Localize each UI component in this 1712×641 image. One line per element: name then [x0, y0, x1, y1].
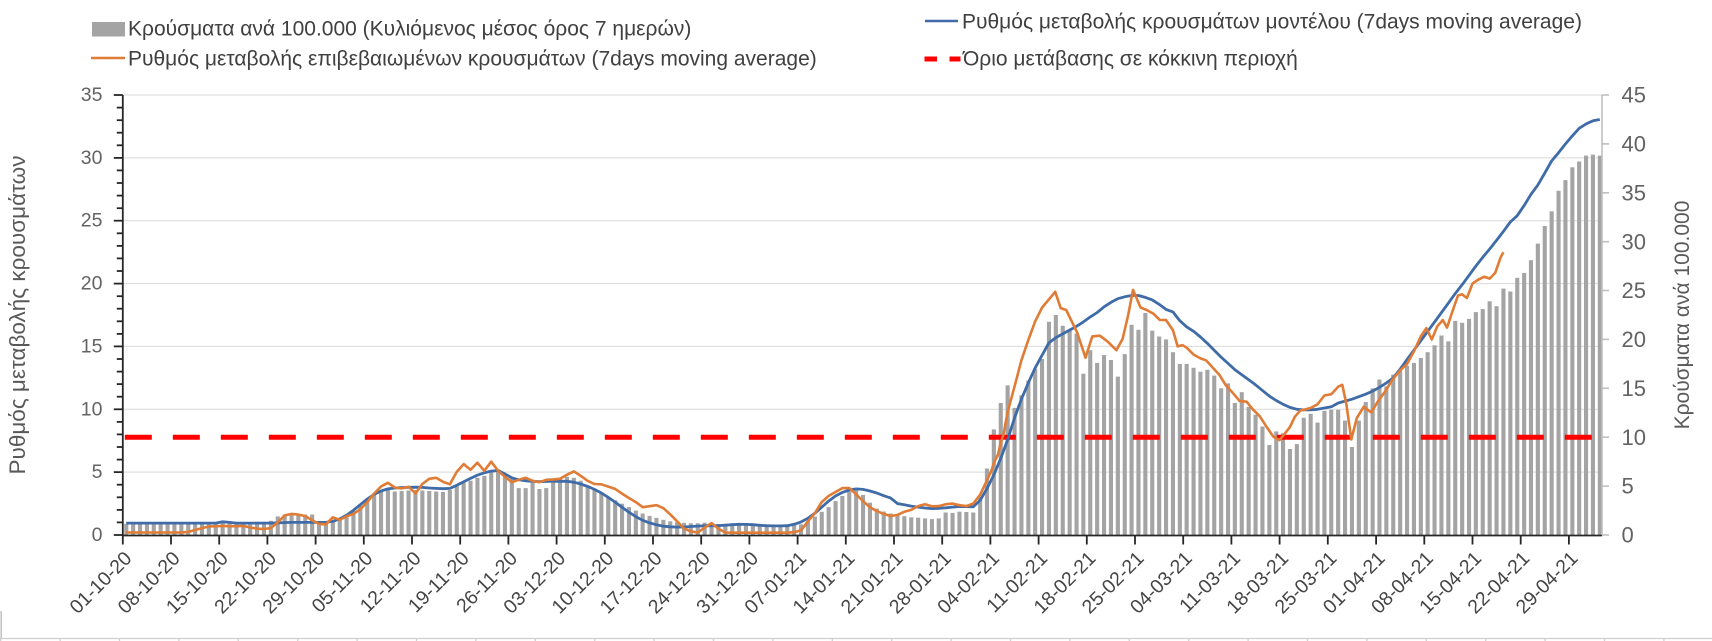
svg-text:35: 35 [81, 84, 103, 106]
svg-text:0: 0 [92, 524, 103, 546]
svg-text:45: 45 [1622, 83, 1646, 108]
svg-text:35: 35 [1622, 180, 1646, 205]
svg-text:5: 5 [92, 461, 103, 483]
svg-text:0: 0 [1622, 523, 1634, 548]
svg-text:5: 5 [1622, 474, 1634, 499]
svg-text:10: 10 [1622, 425, 1646, 450]
svg-text:15: 15 [81, 335, 103, 357]
svg-text:Ρυθμός μεταβολής επιβεβαιωμένω: Ρυθμός μεταβολής επιβεβαιωμένων κρουσμάτ… [128, 48, 817, 71]
svg-text:30: 30 [81, 147, 103, 169]
svg-text:25: 25 [1622, 278, 1646, 303]
svg-text:15: 15 [1622, 376, 1646, 401]
svg-text:Όριο μετάβασης σε κόκκινη περι: Όριο μετάβασης σε κόκκινη περιοχή [962, 48, 1298, 71]
svg-text:20: 20 [1622, 327, 1646, 352]
svg-text:30: 30 [1622, 229, 1646, 254]
svg-text:20: 20 [81, 273, 103, 295]
svg-text:25: 25 [81, 210, 103, 232]
svg-text:40: 40 [1622, 132, 1646, 157]
svg-text:Ρυθμός μεταβολής κρουσμάτων μο: Ρυθμός μεταβολής κρουσμάτων μοντέλου (7d… [962, 11, 1582, 34]
svg-text:Ρυθμός μεταβολής κρουσμάτων: Ρυθμός μεταβολής κρουσμάτων [5, 156, 30, 475]
svg-text:Κρούσματα ανά 100.000: Κρούσματα ανά 100.000 [1671, 201, 1694, 430]
svg-text:Κρούσματα ανά 100.000 (Κυλιόμε: Κρούσματα ανά 100.000 (Κυλιόμενος μέσος … [128, 18, 691, 41]
svg-text:10: 10 [81, 398, 103, 420]
